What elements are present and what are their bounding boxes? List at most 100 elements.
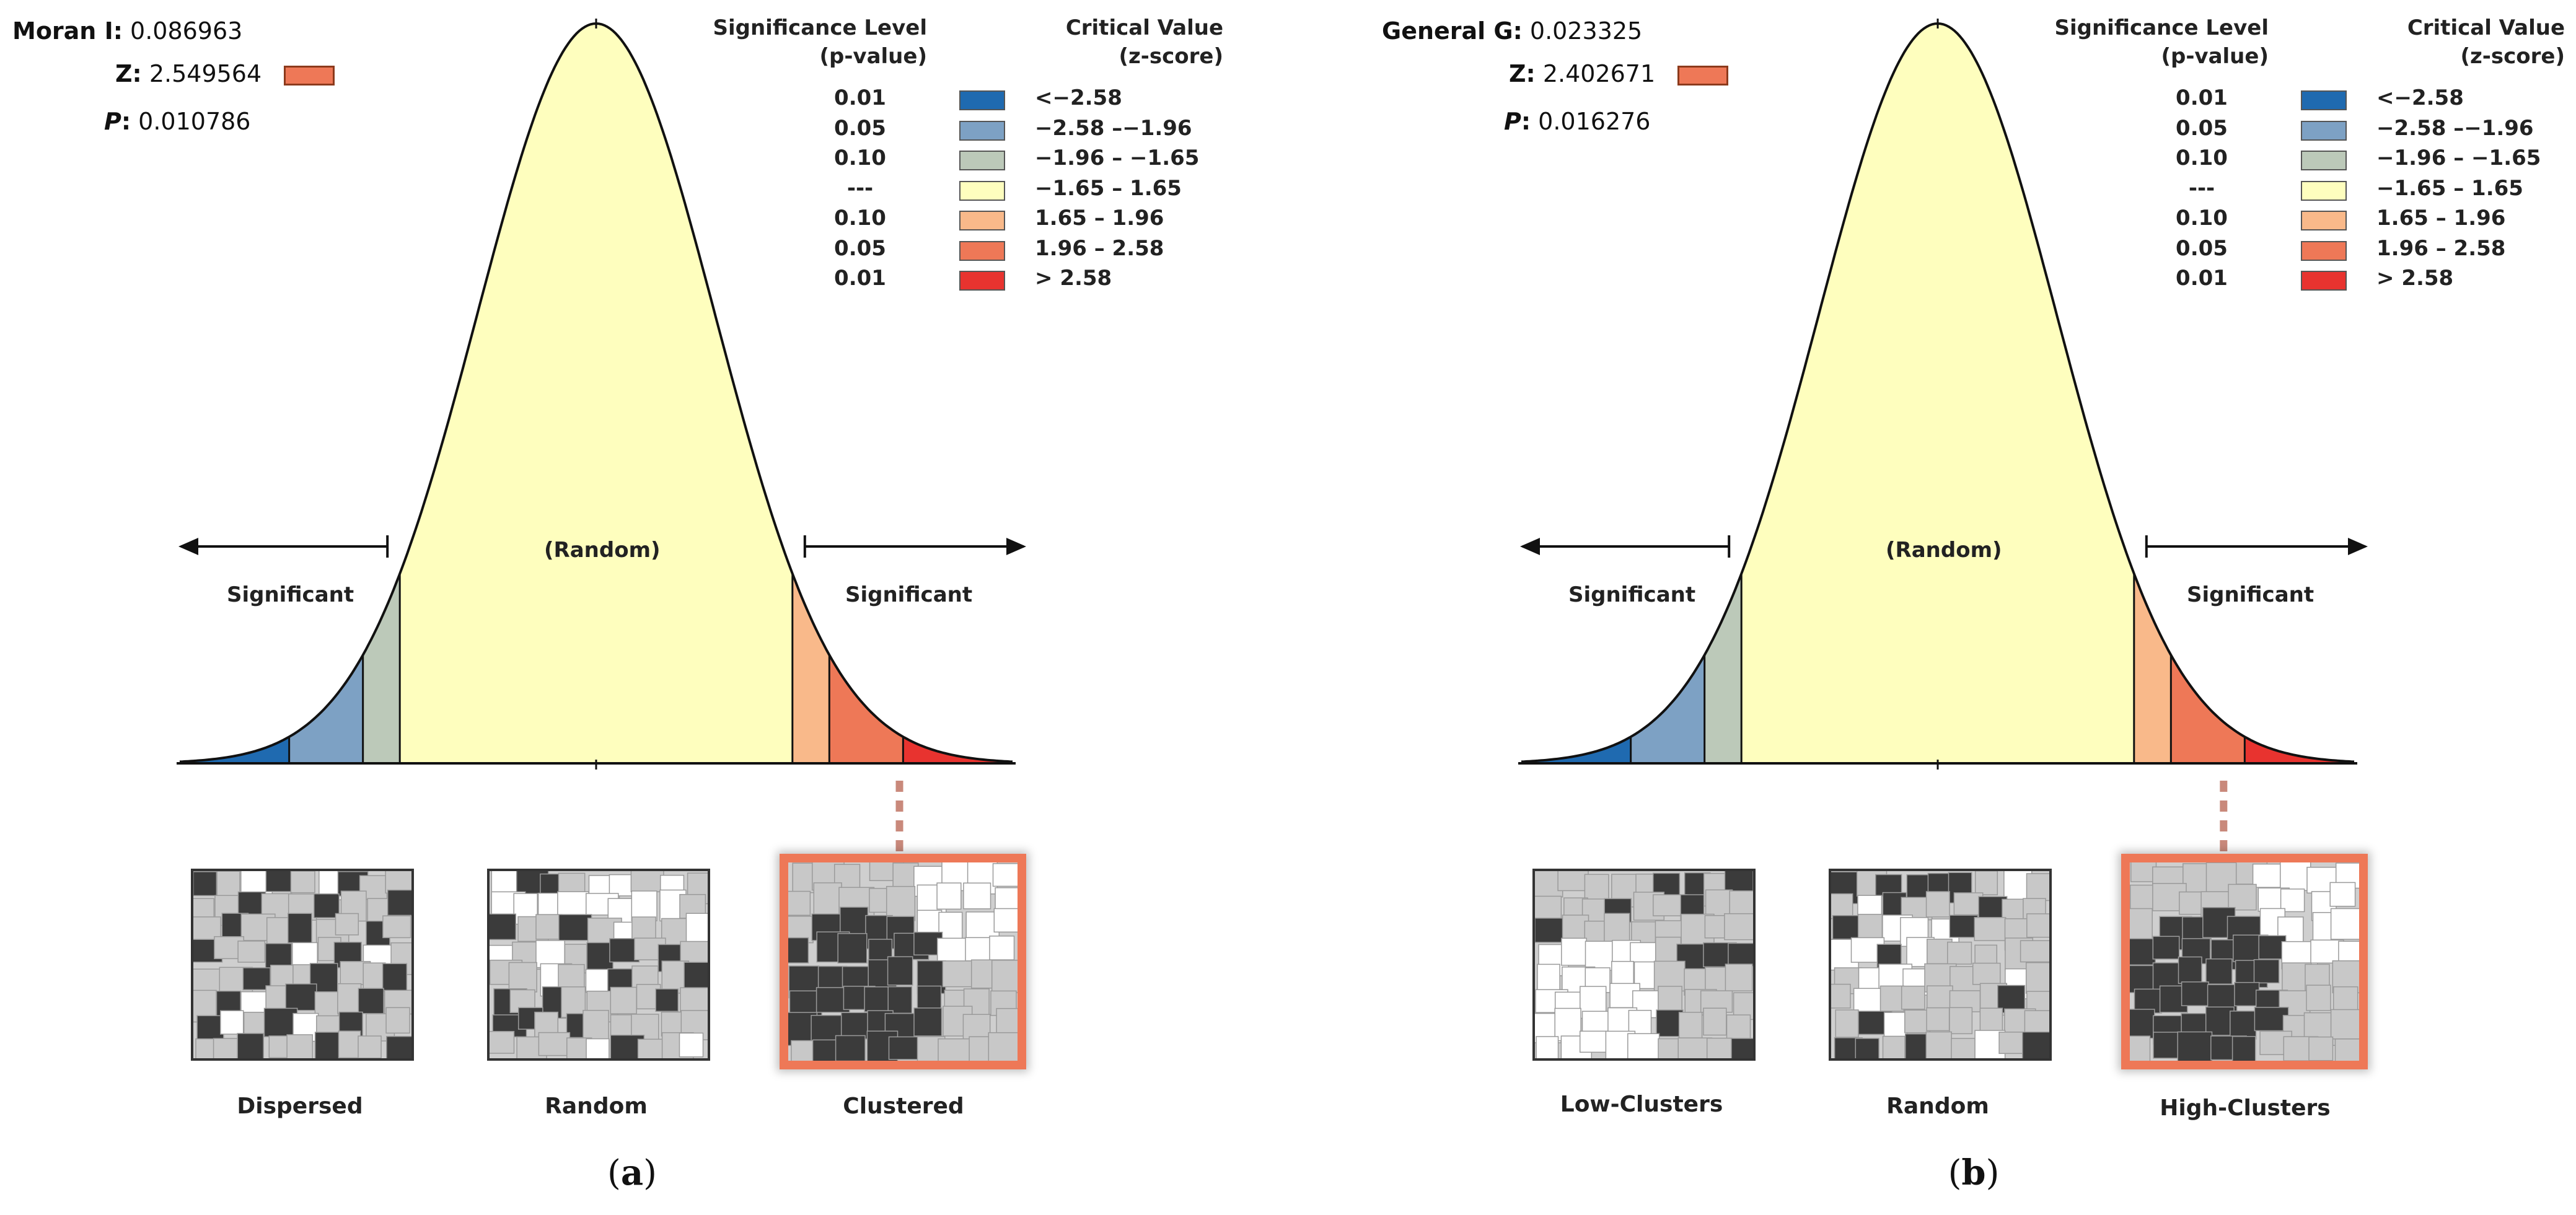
map-polygon xyxy=(491,871,518,893)
normal-curve-chart xyxy=(1518,19,2368,854)
map-polygon xyxy=(290,871,315,893)
legend-z-range: −1.96 – −1.65 xyxy=(2376,146,2541,170)
legend-z-range: −1.65 – 1.65 xyxy=(2376,175,2523,201)
map-polygon xyxy=(2181,981,2209,1006)
curve-band-2 xyxy=(363,573,400,763)
map-polygon xyxy=(1535,918,1566,943)
map-polygon xyxy=(991,960,1018,993)
map-polygon xyxy=(558,914,592,941)
normal-curve-chart xyxy=(177,19,1026,854)
legend-p-value: --- xyxy=(2188,175,2215,201)
map-polygon xyxy=(886,885,916,921)
map-polygon xyxy=(490,913,517,941)
map-polygon xyxy=(963,882,991,910)
caption-close: ) xyxy=(1985,1153,2000,1193)
stat-p-separator: : xyxy=(1521,108,1531,135)
map-polygon xyxy=(386,1036,411,1058)
map-polygon xyxy=(2130,1009,2155,1039)
map-polygon xyxy=(1882,1035,1906,1058)
legend-z-range: −2.58 –−1.96 xyxy=(1035,115,1192,141)
legend-p-value: --- xyxy=(846,175,874,201)
map-polygon xyxy=(1728,942,1753,967)
map-polygon xyxy=(1537,963,1560,994)
right-arrowhead xyxy=(1006,538,1026,555)
map-polygon xyxy=(989,936,1015,960)
map-polygon xyxy=(791,1040,815,1061)
legend-p-value: 0.10 xyxy=(834,206,886,230)
legend-p-value: 0.01 xyxy=(2176,266,2228,291)
map-polygon xyxy=(1947,941,1972,965)
map-polygon xyxy=(338,1030,361,1058)
legend-z-range: <−2.58 xyxy=(1035,86,1122,110)
legend-swatch xyxy=(2301,180,2347,201)
map-polygon xyxy=(220,1010,244,1035)
map-polygon xyxy=(385,1007,410,1034)
map-polygon xyxy=(1703,1007,1727,1036)
map-polygon xyxy=(1536,1036,1559,1058)
map-polygon xyxy=(1879,985,1905,1012)
curve-band-3 xyxy=(1741,24,2134,763)
map-polygon xyxy=(237,941,266,963)
map-polygon xyxy=(490,1030,515,1054)
map-random xyxy=(1829,869,2052,1061)
map-polygon xyxy=(288,913,312,944)
map-polygon xyxy=(1972,962,2001,985)
map-polygon xyxy=(1974,871,1998,895)
legend-swatch xyxy=(959,120,1005,141)
map-polygon xyxy=(387,889,411,916)
stat-index-label: General G: xyxy=(1382,17,1523,45)
stat-index-value: 0.023325 xyxy=(1529,17,1643,45)
stat-z-value: 2.402671 xyxy=(1542,60,1656,87)
map-polygon xyxy=(1855,1038,1879,1058)
critical-value-subtitle: (z-score) xyxy=(1119,44,1223,69)
map-polygon xyxy=(213,1038,240,1058)
map-polygon xyxy=(679,1032,704,1058)
curve-band-4 xyxy=(2134,573,2171,763)
map-low-clusters xyxy=(1532,869,1756,1061)
legend-swatch xyxy=(2301,271,2347,291)
map-polygon xyxy=(1998,1032,2026,1055)
curve-band-2 xyxy=(1704,573,1742,763)
significance-level-subtitle: (p-value) xyxy=(2161,44,2269,69)
map-polygon xyxy=(2020,940,2049,963)
legend-z-range: 1.96 – 2.58 xyxy=(1035,235,1164,261)
map-polygon xyxy=(2153,1032,2179,1059)
significance-level-title: Significance Level xyxy=(2054,15,2269,40)
map-polygon xyxy=(314,991,339,1019)
map-polygon xyxy=(1585,941,1615,971)
stat-z-row: Z: 2.402671 xyxy=(1509,60,1729,87)
map-polygon xyxy=(2025,962,2049,994)
map-graphic xyxy=(1831,871,2049,1058)
stat-p-label: P xyxy=(1504,108,1521,135)
map-polygon xyxy=(557,891,589,918)
map-polygon xyxy=(358,1035,382,1058)
caption-open: ( xyxy=(607,1153,621,1193)
stat-index-label: Moran I: xyxy=(12,17,123,45)
map-polygon xyxy=(1926,985,1953,1009)
legend-p-value: 0.10 xyxy=(2176,206,2228,230)
legend-swatch xyxy=(2301,240,2347,261)
map-polygon xyxy=(585,968,611,993)
map-label-2: Random xyxy=(1886,1094,1989,1119)
legend-p-value: 0.01 xyxy=(2176,86,2228,110)
map-polygon xyxy=(887,956,913,986)
map-polygon xyxy=(1904,1009,1931,1033)
legend-z-range: 1.65 – 1.96 xyxy=(1035,206,1164,230)
map-polygon xyxy=(2205,958,2233,985)
map-polygon xyxy=(993,908,1018,933)
map-polygon xyxy=(2280,888,2305,913)
map-polygon xyxy=(2178,956,2202,985)
critical-value-header: Critical Value (z-score) xyxy=(1066,14,1223,71)
caption-open: ( xyxy=(1948,1153,1962,1193)
legend-z-range: 1.65 – 1.96 xyxy=(2376,206,2506,230)
map-polygon xyxy=(1561,937,1587,966)
legend-swatch xyxy=(2301,120,2347,141)
map-polygon xyxy=(2280,862,2311,892)
map-polygon xyxy=(637,1038,666,1058)
map-polygon xyxy=(1949,1007,1973,1035)
map-polygon xyxy=(538,1032,571,1056)
legend-z-range: −1.96 – −1.65 xyxy=(1035,146,1200,170)
map-label-3: High-Clusters xyxy=(2160,1095,2331,1121)
caption-letter: a xyxy=(620,1152,644,1193)
map-polygon xyxy=(2022,1031,2049,1058)
